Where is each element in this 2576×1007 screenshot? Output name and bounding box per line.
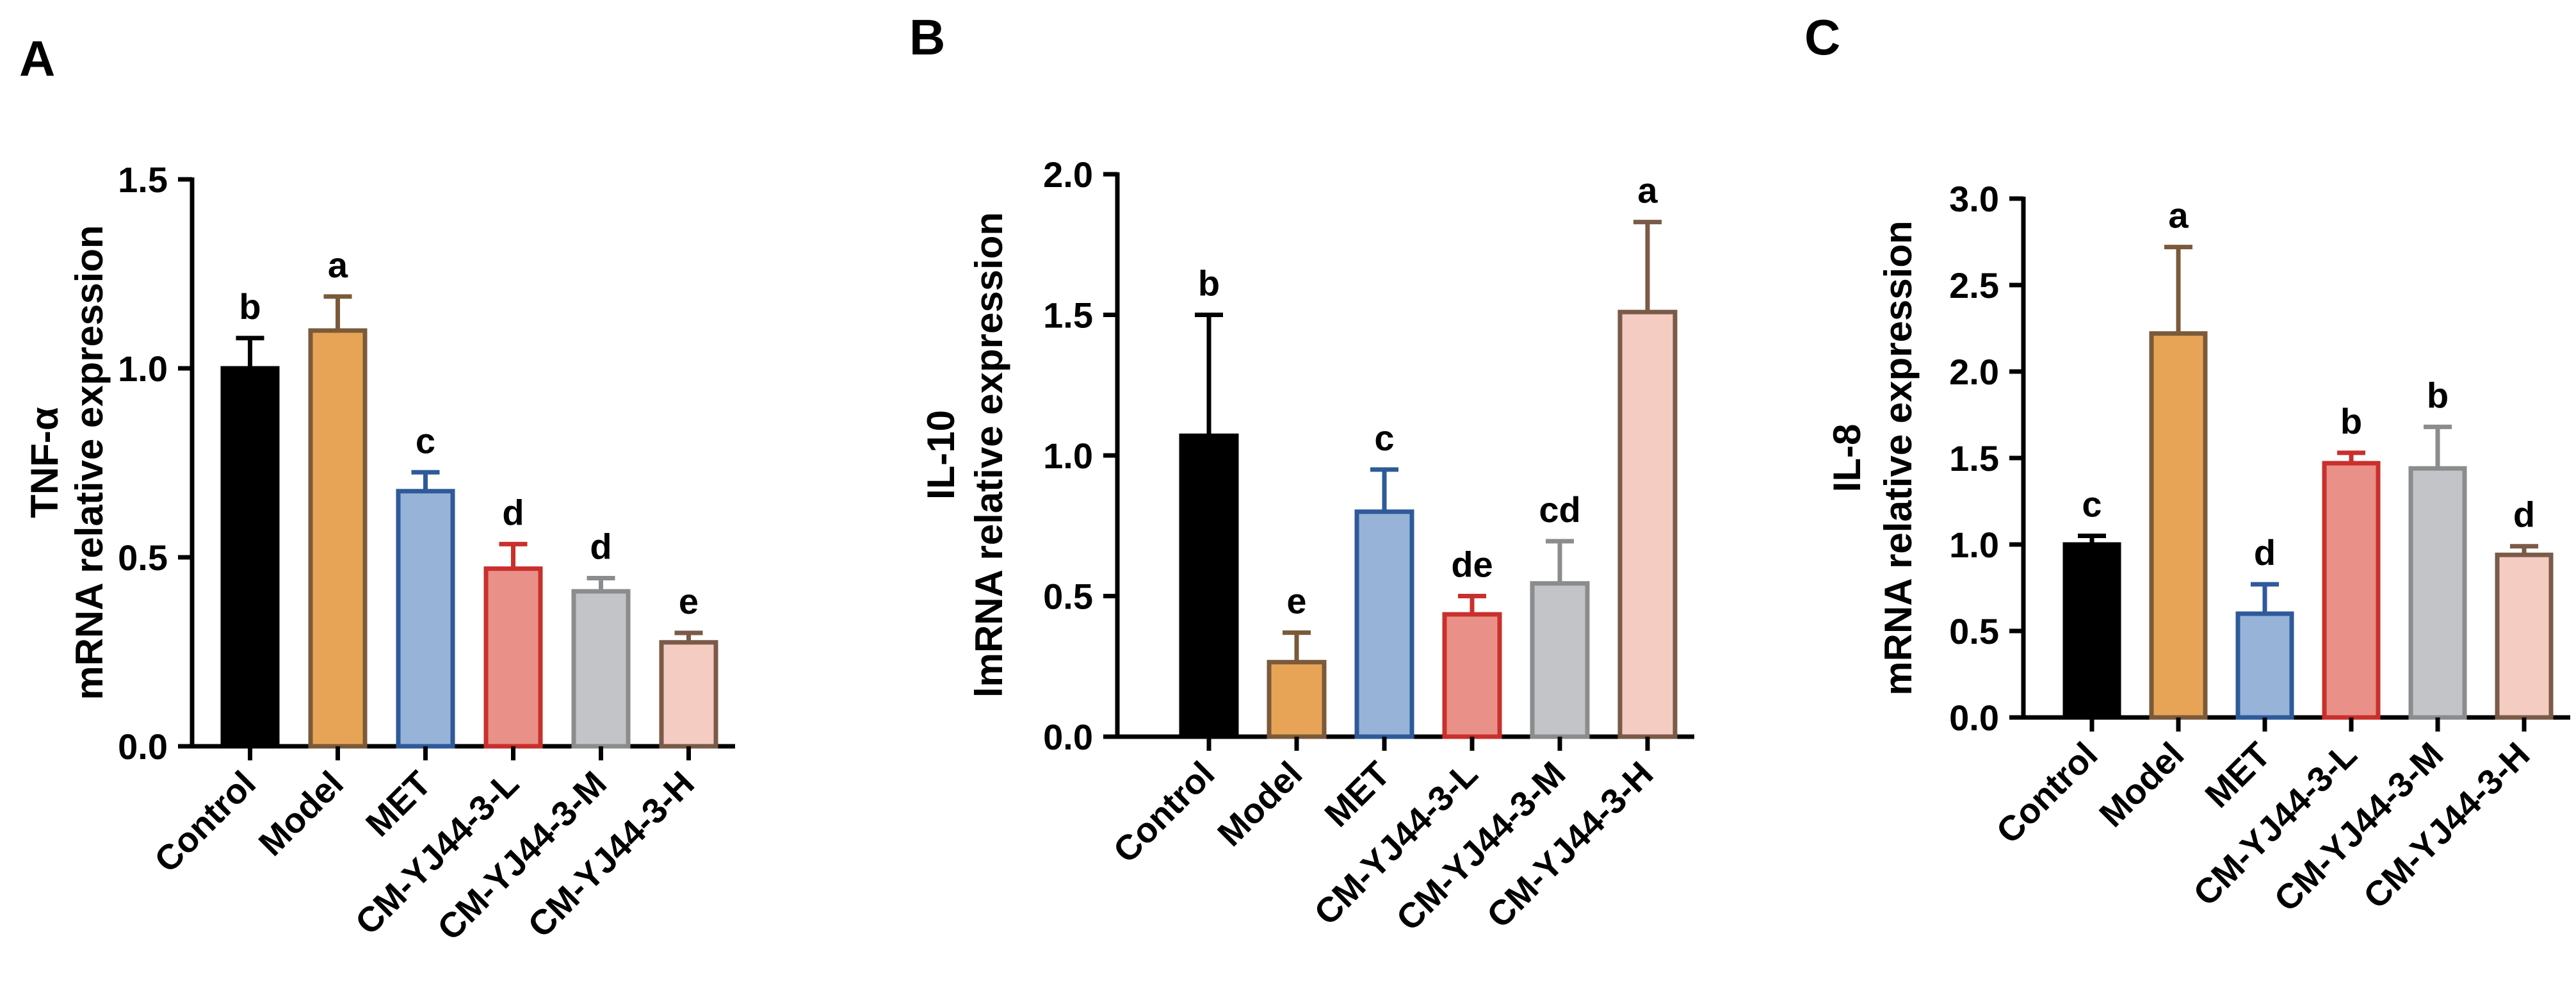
bar [1442, 612, 1502, 739]
y-axis-title-line2: mRNA relative expression [68, 225, 111, 700]
y-tick-label: 1.0 [118, 348, 168, 389]
significance-letter: b [2340, 401, 2362, 441]
bar [1267, 660, 1327, 739]
significance-letter: a [1637, 170, 1658, 211]
bar [659, 640, 718, 749]
y-tick-label: 0.0 [1949, 698, 1999, 738]
significance-letter: a [2168, 195, 2189, 236]
category-label: Control [147, 764, 263, 880]
significance-letter: cd [1539, 489, 1580, 530]
bar [571, 589, 631, 749]
y-axis-title-line2: lmRNA relative expression [968, 212, 1010, 698]
y-tick-label: 2.0 [1043, 154, 1093, 195]
bar [2322, 461, 2381, 720]
y-tick-label: 1.5 [1949, 438, 1999, 479]
y-tick-label: 0.0 [1043, 717, 1093, 757]
significance-letter: d [590, 526, 612, 566]
category-label: MET [1317, 754, 1398, 835]
significance-letter: b [2427, 375, 2449, 415]
y-tick-label: 1.5 [1043, 295, 1093, 336]
bar [308, 328, 368, 749]
bar [220, 366, 280, 749]
bar [1617, 309, 1678, 739]
bar [396, 489, 455, 749]
significance-letter: e [1286, 581, 1306, 621]
bar [2062, 542, 2121, 720]
y-axis-title-line1: IL-8 [1826, 424, 1868, 493]
bar [2235, 611, 2294, 720]
category-label: Model [1210, 754, 1309, 854]
bar [1530, 581, 1590, 739]
significance-letter: de [1451, 544, 1493, 585]
significance-letter: e [679, 581, 699, 621]
bar [2149, 331, 2208, 720]
y-tick-label: 1.5 [118, 160, 168, 200]
y-axis-title-line1: IL-10 [919, 410, 962, 500]
y-tick-label: 0.5 [118, 537, 168, 578]
category-label: MET [2198, 735, 2278, 815]
significance-letter: b [1198, 263, 1220, 304]
y-axis-title-line1: TNF-α [23, 407, 66, 518]
y-tick-label: 3.0 [1949, 179, 1999, 219]
significance-letter: a [328, 245, 348, 285]
significance-letter: d [2254, 532, 2276, 573]
significance-letter: c [2082, 484, 2102, 525]
y-tick-label: 2.5 [1949, 265, 1999, 306]
significance-letter: d [2513, 495, 2535, 535]
category-label: Model [2091, 735, 2191, 835]
panel-c: C IL-8 mRNA relative expression 0.0 0.5 1.0 1.… [1804, 9, 2570, 919]
category-label: MET [358, 764, 439, 844]
y-tick-label: 2.0 [1949, 352, 1999, 392]
panel-b: B IL-10 lmRNA relative expression 0.0 0.5 1.0… [909, 9, 1694, 938]
bar [2495, 552, 2554, 720]
significance-letter: b [239, 286, 261, 327]
bar [2408, 466, 2467, 720]
panel-letter: A [19, 30, 55, 86]
significance-letter: c [1374, 418, 1394, 458]
category-label: Control [1988, 735, 2105, 851]
category-label: Control [1105, 754, 1222, 871]
y-axis-title-line2: mRNA relative expression [1877, 220, 1920, 695]
significance-letter: c [416, 420, 435, 461]
y-tick-label: 1.0 [1949, 525, 1999, 565]
bar [1354, 509, 1414, 739]
y-tick-label: 0.5 [1043, 577, 1093, 617]
y-tick-label: 0.0 [118, 726, 168, 767]
y-tick-label: 1.0 [1043, 436, 1093, 476]
y-tick-label: 0.5 [1949, 611, 1999, 651]
panel-letter: C [1804, 9, 1840, 65]
bar [1179, 433, 1239, 739]
bar [483, 566, 543, 749]
significance-letter: d [502, 492, 524, 532]
category-label: Model [251, 764, 351, 864]
panel-letter: B [909, 9, 945, 65]
